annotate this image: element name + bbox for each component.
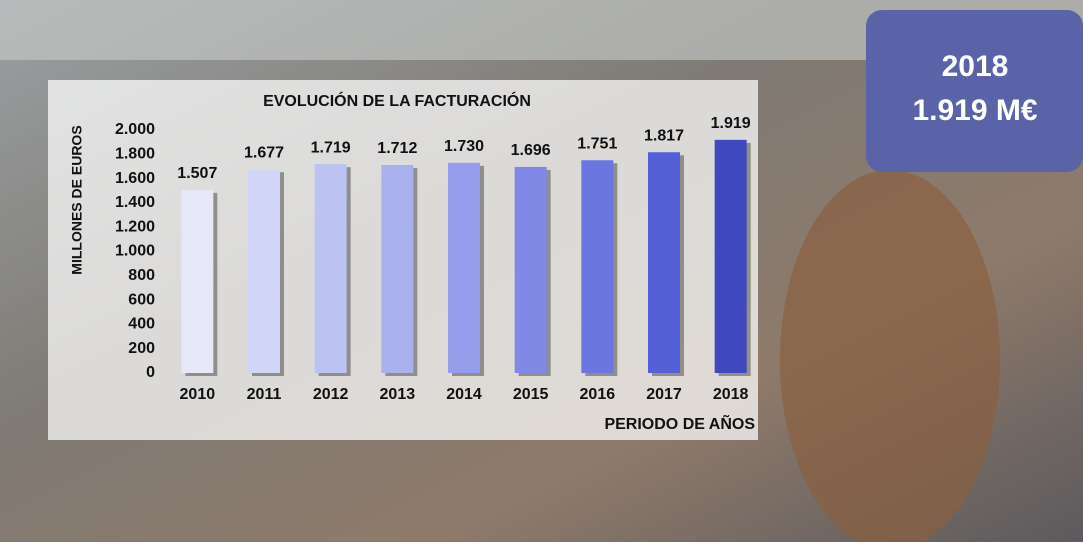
x-tick-label: 2016: [580, 386, 616, 403]
y-tick-label: 400: [128, 316, 155, 333]
x-tick-label: 2018: [713, 386, 749, 403]
callout-box: [866, 10, 1083, 172]
bar: [581, 160, 614, 373]
bar: [181, 189, 214, 373]
y-tick-label: 0: [146, 364, 155, 381]
bar: [448, 162, 480, 373]
y-tick-label: 200: [128, 340, 155, 357]
photo-person: [780, 170, 1000, 547]
value-label: 1.751: [577, 135, 617, 152]
value-label: 1.719: [311, 139, 351, 156]
y-axis-title: MILLONES DE EUROS: [69, 125, 85, 274]
y-tick-label: 1.400: [115, 194, 155, 211]
value-label: 1.730: [444, 138, 484, 155]
x-axis-title: PERIODO DE AÑOS: [604, 413, 755, 433]
bar: [381, 164, 414, 373]
y-tick-label: 2.000: [115, 121, 155, 138]
x-tick-label: 2014: [446, 386, 482, 403]
y-tick-label: 1.600: [115, 170, 155, 187]
x-tick-label: 2011: [247, 386, 282, 403]
bar: [314, 164, 347, 373]
callout-year: 2018: [942, 50, 1009, 83]
x-tick-label: 2015: [513, 386, 549, 403]
y-tick-label: 1.800: [115, 146, 155, 163]
bar: [248, 169, 280, 373]
callout-value: 1.919 M€: [912, 94, 1037, 127]
x-tick-label: 2012: [313, 386, 349, 403]
value-label: 1.712: [377, 140, 417, 157]
chart-title: EVOLUCIÓN DE LA FACTURACIÓN: [263, 91, 531, 110]
bar: [514, 166, 547, 373]
x-tick-label: 2010: [180, 386, 216, 403]
value-label: 1.677: [244, 144, 284, 161]
y-tick-label: 800: [128, 267, 155, 284]
bar: [714, 139, 747, 373]
y-tick-label: 600: [128, 291, 155, 308]
value-label: 1.696: [511, 142, 551, 159]
y-tick-label: 1.000: [115, 243, 155, 260]
value-label: 1.919: [711, 115, 751, 132]
x-tick-label: 2013: [380, 386, 416, 403]
y-tick-label: 1.200: [115, 218, 155, 235]
bar: [648, 152, 680, 373]
value-label: 1.507: [177, 165, 217, 182]
value-label: 1.817: [644, 127, 684, 144]
x-tick-label: 2017: [646, 386, 682, 403]
